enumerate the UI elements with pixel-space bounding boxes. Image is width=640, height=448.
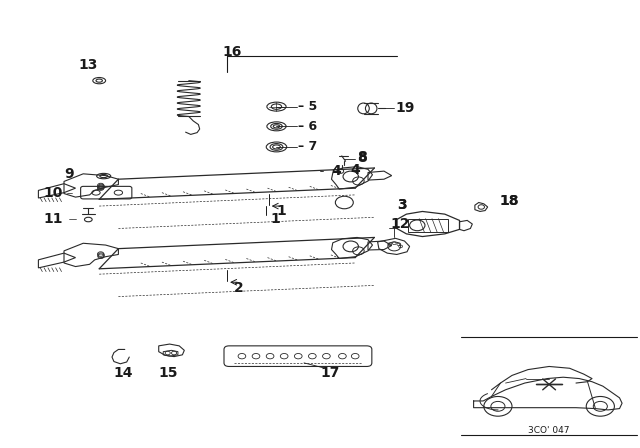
Text: 18: 18 [499, 194, 518, 208]
Text: 8: 8 [357, 150, 367, 164]
Text: 1: 1 [276, 204, 286, 219]
Text: 11: 11 [44, 211, 63, 226]
Text: 4: 4 [332, 164, 341, 178]
Text: 17: 17 [320, 366, 339, 380]
Text: 12: 12 [390, 217, 410, 231]
Text: 18: 18 [499, 194, 518, 208]
Text: – 6: – 6 [298, 120, 317, 133]
Text: 13: 13 [79, 58, 98, 72]
Text: 9: 9 [64, 167, 74, 181]
Text: 2: 2 [234, 280, 243, 295]
Bar [408, 219, 448, 232]
Text: 3CO' 047: 3CO' 047 [529, 426, 570, 435]
Text: 4: 4 [351, 163, 360, 177]
Text: 14: 14 [114, 366, 133, 380]
Text: 1: 1 [270, 211, 280, 226]
Text: 15: 15 [159, 366, 178, 380]
Text: 8: 8 [357, 151, 367, 165]
Text: – 7: – 7 [298, 140, 317, 154]
Text: 3: 3 [397, 198, 406, 212]
Text: 10: 10 [44, 185, 63, 200]
Text: – 5: – 5 [298, 100, 317, 113]
Text: 19: 19 [396, 101, 415, 116]
Text: 3: 3 [397, 198, 406, 212]
Text: 16: 16 [223, 44, 242, 59]
